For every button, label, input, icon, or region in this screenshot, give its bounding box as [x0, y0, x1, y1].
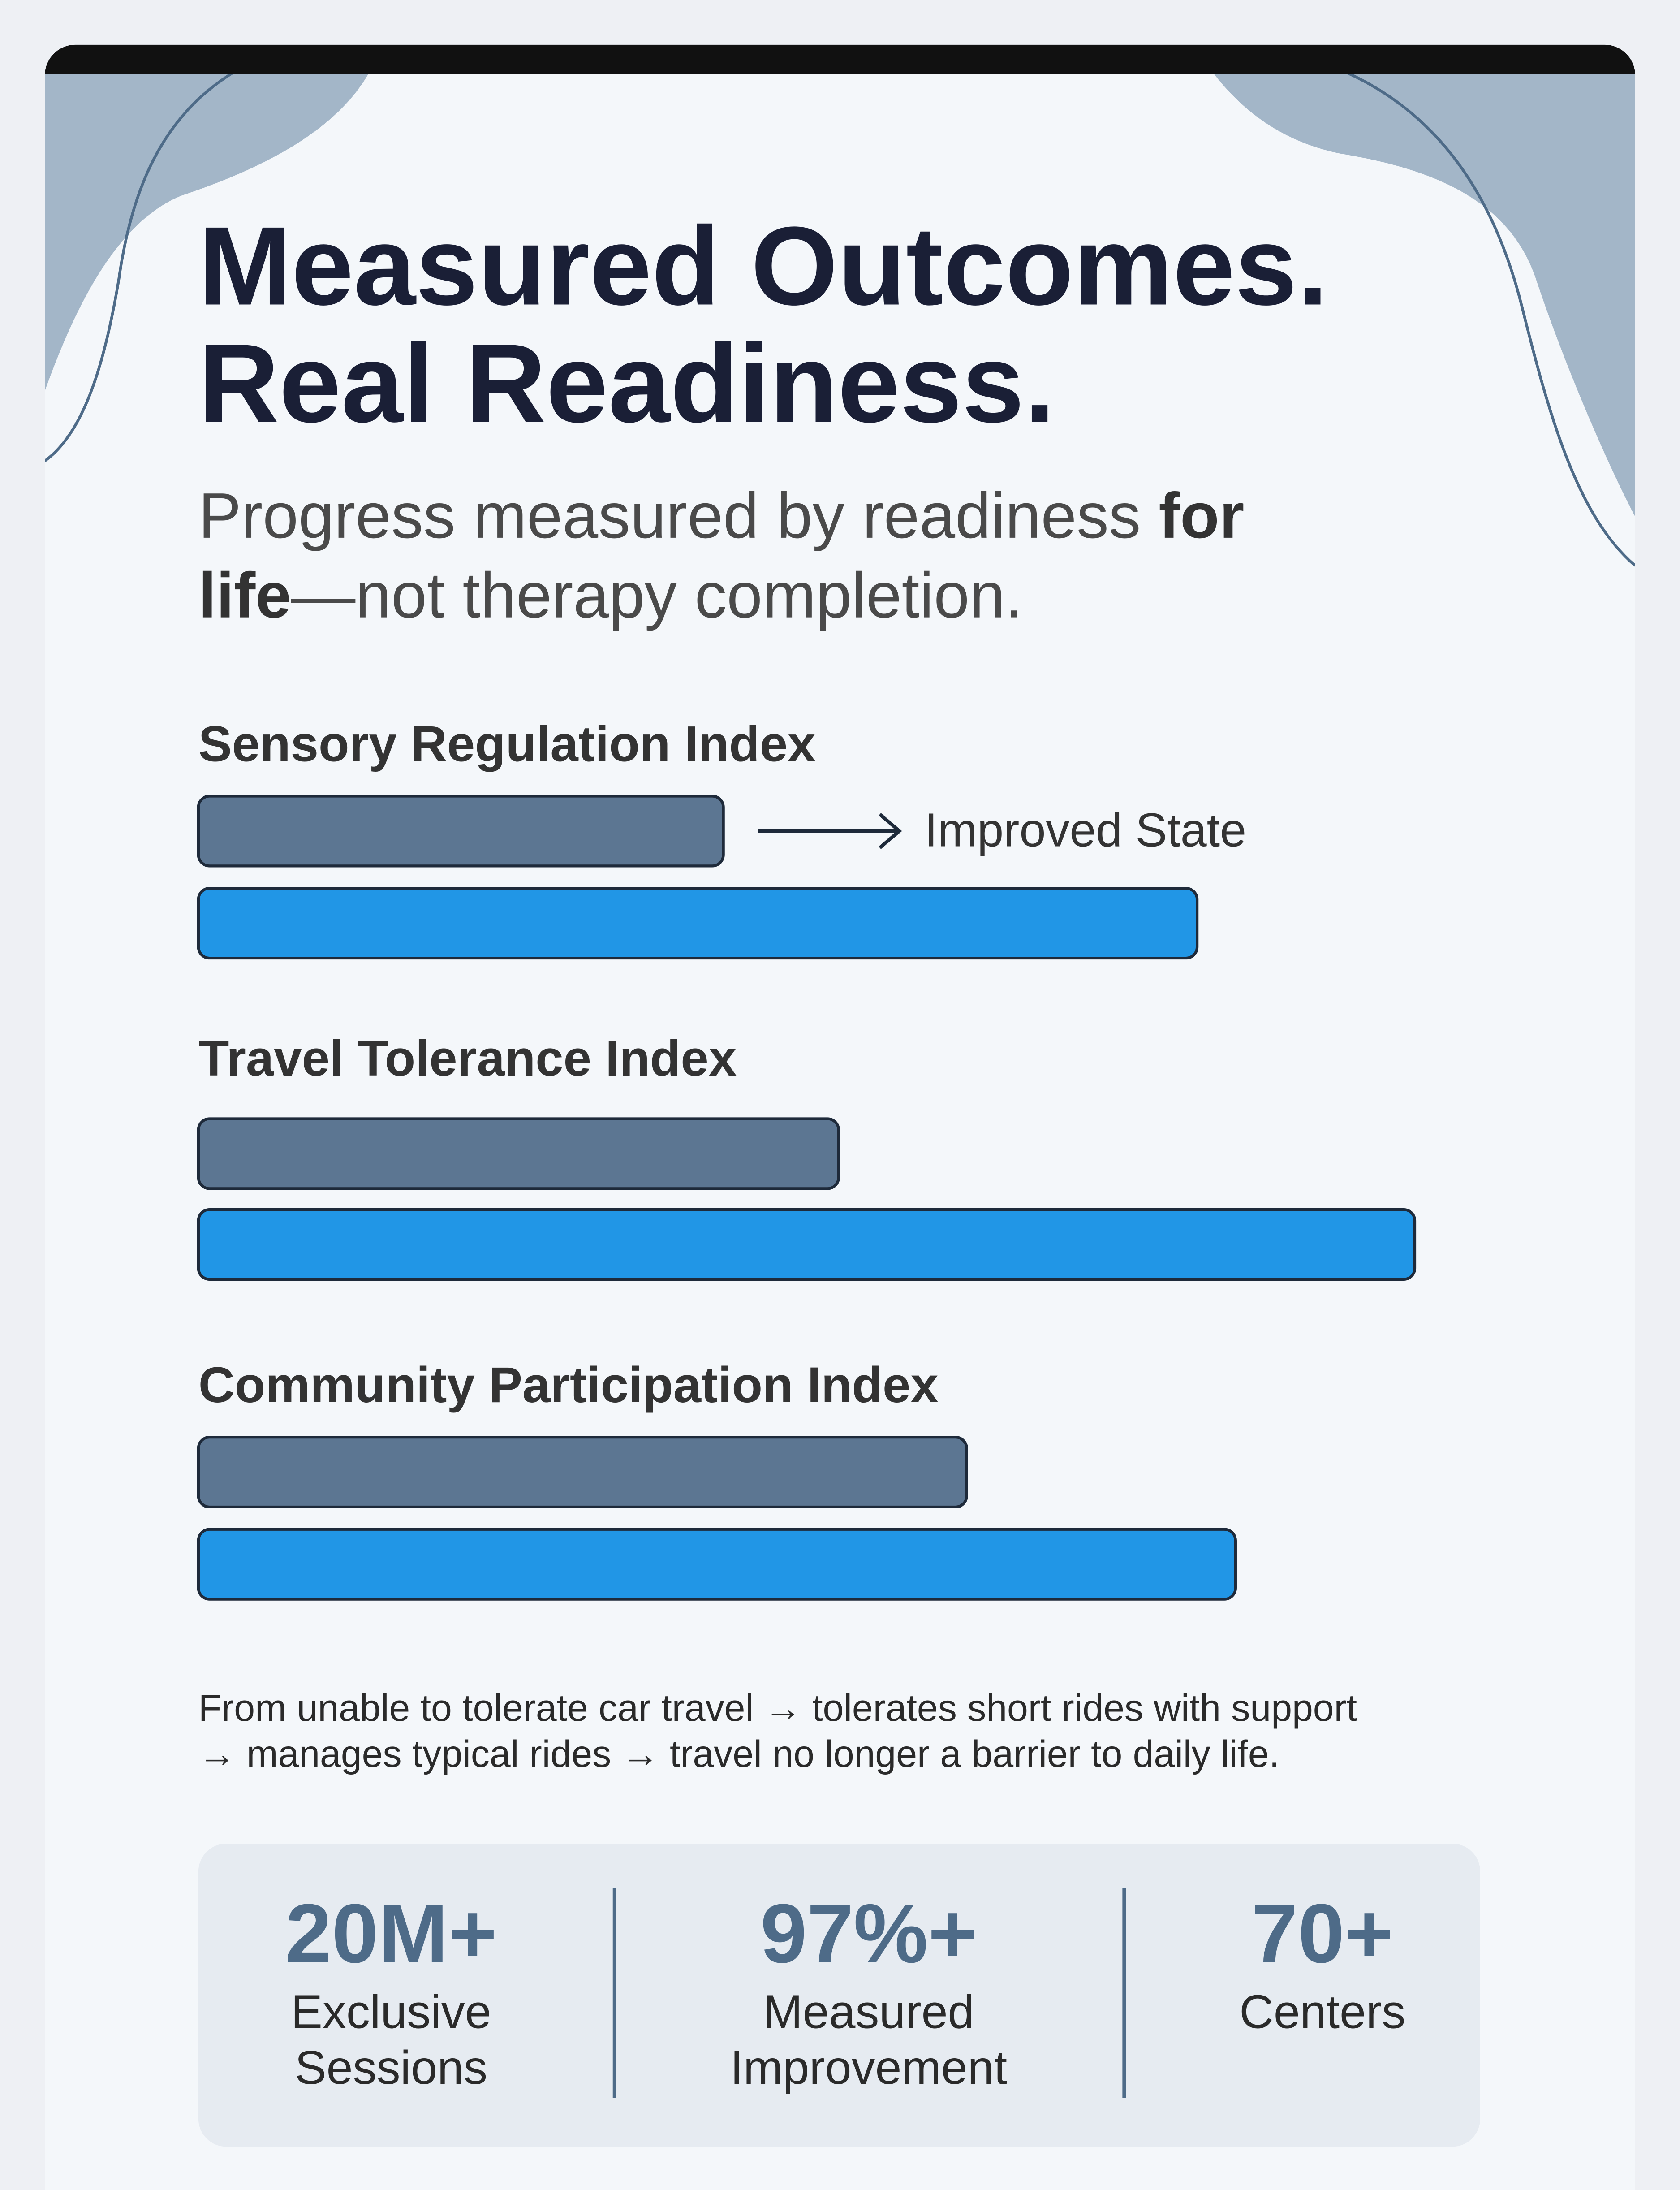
- subtitle: life—not therapy completion.: [198, 560, 1023, 631]
- bar: [197, 887, 1199, 960]
- bar: [197, 1117, 840, 1190]
- top-bar: [45, 44, 1635, 74]
- stat-value: 20M+: [285, 1887, 497, 1980]
- corner-curve: [45, 54, 266, 462]
- corner-curve: [1340, 68, 1635, 567]
- bar: [197, 795, 725, 868]
- index-label: Community Participation Index: [198, 1356, 939, 1413]
- annotation: Improved State: [925, 804, 1247, 857]
- index-chart: Sensory Regulation Index Travel Tolerance…: [197, 716, 1417, 1601]
- stat-label: Measured: [763, 1985, 974, 2038]
- arrow-head: [879, 813, 902, 849]
- stat-label: Improvement: [730, 2041, 1007, 2094]
- stat-label: Sessions: [295, 2041, 487, 2094]
- stat-label: Exclusive: [291, 1985, 491, 2038]
- bar: [197, 1208, 1417, 1281]
- stat-label: Centers: [1239, 1985, 1405, 2038]
- index-label: Travel Tolerance Index: [198, 1030, 737, 1086]
- bar: [197, 1528, 1237, 1601]
- note: → manages typical rides → travel no long…: [198, 1733, 1279, 1775]
- subtitle: Progress measured by readiness for: [198, 480, 1245, 552]
- subtitle-text: —not therapy completion.: [291, 560, 1023, 631]
- corner-blob: [1201, 56, 1635, 517]
- stat-value: 70+: [1251, 1887, 1393, 1980]
- index-label: Sensory Regulation Index: [198, 716, 816, 772]
- title: Real Readiness.: [198, 320, 1055, 445]
- corner-blob: [45, 56, 377, 391]
- stats-box: [198, 1844, 1481, 2147]
- subtitle-bold: life: [198, 560, 291, 631]
- stat-value: 97%+: [760, 1887, 977, 1980]
- subtitle-bold: for: [1159, 480, 1244, 552]
- title: Measured Outcomes.: [198, 203, 1328, 328]
- bar: [197, 1435, 968, 1509]
- subtitle-text: Progress measured by readiness: [198, 480, 1159, 552]
- note: From unable to tolerate car travel → tol…: [198, 1687, 1357, 1729]
